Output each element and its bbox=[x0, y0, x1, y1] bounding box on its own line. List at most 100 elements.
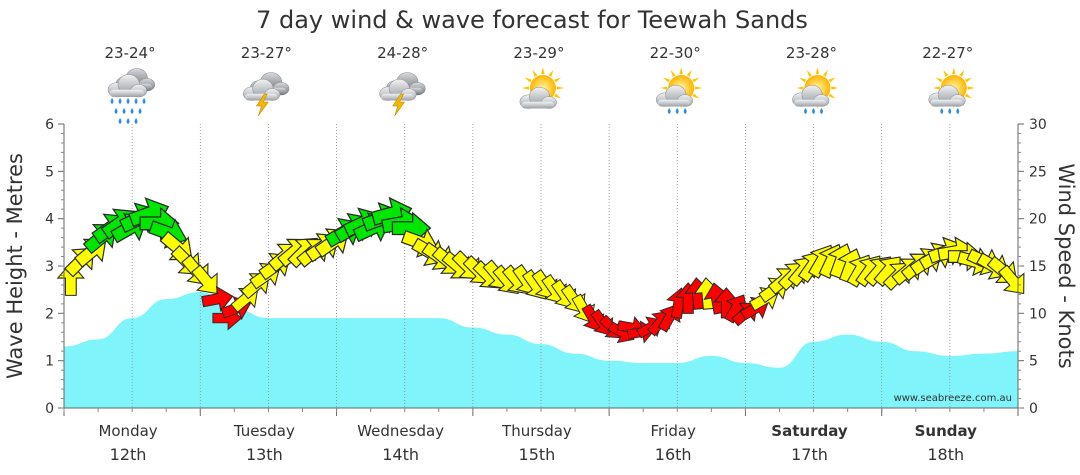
rain-drop bbox=[940, 108, 944, 114]
day-date-label: 14th bbox=[382, 445, 419, 464]
day-temp-label: 23-29° bbox=[513, 44, 564, 62]
lightning-bolt bbox=[392, 93, 406, 117]
rain-drops bbox=[803, 108, 823, 114]
day-temp-label: 22-27° bbox=[922, 44, 973, 62]
rain-drop bbox=[138, 108, 142, 114]
rain-drop bbox=[118, 98, 122, 104]
sun-ray bbox=[670, 69, 676, 77]
day-temp-label: 23-28° bbox=[786, 44, 837, 62]
left-tick-label: 1 bbox=[45, 354, 54, 370]
rain-drops bbox=[940, 108, 960, 114]
wind-arrow-shape bbox=[201, 285, 234, 312]
sun-ray bbox=[692, 77, 700, 83]
day-date-label: 15th bbox=[519, 445, 556, 464]
rain-drop bbox=[683, 108, 687, 114]
wind-arrow bbox=[201, 285, 234, 312]
rain-drop bbox=[134, 118, 138, 124]
rain-drop bbox=[118, 118, 122, 124]
sun-ray bbox=[831, 86, 839, 90]
cloud-shape bbox=[792, 84, 830, 107]
sun-ray bbox=[521, 86, 530, 90]
day-name-label: Wednesday bbox=[357, 422, 444, 440]
right-tick-label: 15 bbox=[1029, 259, 1047, 275]
sun-ray bbox=[796, 86, 804, 90]
rain-drop bbox=[803, 108, 807, 114]
sun-ray bbox=[556, 86, 564, 90]
right-tick-label: 25 bbox=[1029, 164, 1047, 180]
y-axis-label: Wave Height - Metres bbox=[3, 153, 27, 379]
rain-drop bbox=[675, 108, 679, 114]
cloud-shape bbox=[519, 86, 557, 109]
rain-drop bbox=[134, 98, 138, 104]
sun-ray bbox=[964, 93, 972, 99]
left-tick-label: 2 bbox=[45, 306, 54, 322]
sun-ray bbox=[686, 69, 692, 77]
cloud-shape bbox=[243, 78, 281, 101]
left-tick-label: 3 bbox=[45, 259, 54, 275]
cloud-base bbox=[245, 93, 278, 101]
rain-drop bbox=[114, 108, 118, 114]
rain-drop bbox=[142, 98, 146, 104]
rain-drop bbox=[819, 108, 823, 114]
wave-height-area bbox=[64, 292, 1018, 408]
day-temp-label: 23-24° bbox=[105, 44, 156, 62]
sun-ray bbox=[524, 77, 532, 83]
lightning-bolt bbox=[255, 93, 269, 117]
rain-drop bbox=[948, 108, 952, 114]
day-date-label: 12th bbox=[110, 445, 147, 464]
sun-ray bbox=[932, 86, 940, 90]
watermark: www.seabreeze.com.au bbox=[894, 393, 1012, 404]
rain-drop bbox=[667, 108, 671, 114]
chart-title: 7 day wind & wave forecast for Teewah Sa… bbox=[256, 6, 808, 34]
cloud-base bbox=[657, 99, 691, 107]
sun-ray bbox=[692, 93, 700, 99]
cloud-shape bbox=[107, 74, 148, 98]
cloud-base bbox=[109, 89, 145, 97]
left-axis-ticks: 0 1 2 3 4 5 6 bbox=[45, 117, 64, 417]
cloud-shape bbox=[379, 78, 417, 101]
heavy-rain-icon bbox=[107, 68, 156, 124]
sun-ray bbox=[548, 69, 554, 77]
sun-ray bbox=[943, 69, 949, 77]
partly-cloudy-icon bbox=[519, 67, 564, 109]
day-name-label: Friday bbox=[650, 422, 696, 440]
bottom-axis-ticks bbox=[63, 408, 1019, 416]
cloud-shape bbox=[655, 84, 694, 107]
day-name-label: Tuesday bbox=[233, 422, 295, 440]
rain-drop bbox=[130, 108, 134, 114]
rain-drop bbox=[122, 108, 126, 114]
sun-ray bbox=[815, 67, 820, 75]
day-temp-label: 24-28° bbox=[377, 44, 428, 62]
sun-ray bbox=[554, 93, 562, 99]
cloud-base bbox=[930, 99, 963, 107]
sun-ray bbox=[660, 86, 668, 90]
right-axis-ticks: 0 5 10 15 20 25 30 bbox=[1018, 117, 1047, 417]
left-tick-label: 5 bbox=[45, 164, 54, 180]
right-tick-label: 20 bbox=[1029, 212, 1047, 228]
right-tick-label: 5 bbox=[1029, 354, 1038, 370]
left-tick-label: 6 bbox=[45, 117, 54, 133]
sun-ray bbox=[935, 77, 943, 83]
right-tick-label: 0 bbox=[1029, 401, 1038, 417]
sun-ray bbox=[799, 77, 807, 83]
cloud-base bbox=[381, 93, 414, 101]
cloud-shape bbox=[928, 84, 966, 107]
day-temp-label: 23-27° bbox=[241, 44, 292, 62]
left-tick-label: 0 bbox=[45, 401, 54, 417]
axes: 0 1 2 3 4 5 6 0 5 10 15 20 25 30 bbox=[45, 117, 1047, 417]
day-date-label: 13th bbox=[246, 445, 283, 464]
left-tick-label: 4 bbox=[45, 212, 54, 228]
sun-ray bbox=[959, 69, 965, 77]
sun-shower-icon bbox=[928, 67, 975, 114]
sun-ray bbox=[964, 77, 972, 83]
wind-arrow bbox=[191, 264, 218, 295]
day-name-label: Sunday bbox=[915, 422, 978, 440]
sun-ray bbox=[554, 77, 562, 83]
sun-shower-icon bbox=[792, 67, 839, 114]
sun-ray bbox=[679, 67, 683, 75]
day-headers: 23-24° 23-27° 24-28° 23-29° 22-30° 23-28° 22-2… bbox=[105, 44, 975, 124]
day-name-label: Monday bbox=[98, 422, 157, 440]
sun-ray bbox=[663, 77, 670, 83]
